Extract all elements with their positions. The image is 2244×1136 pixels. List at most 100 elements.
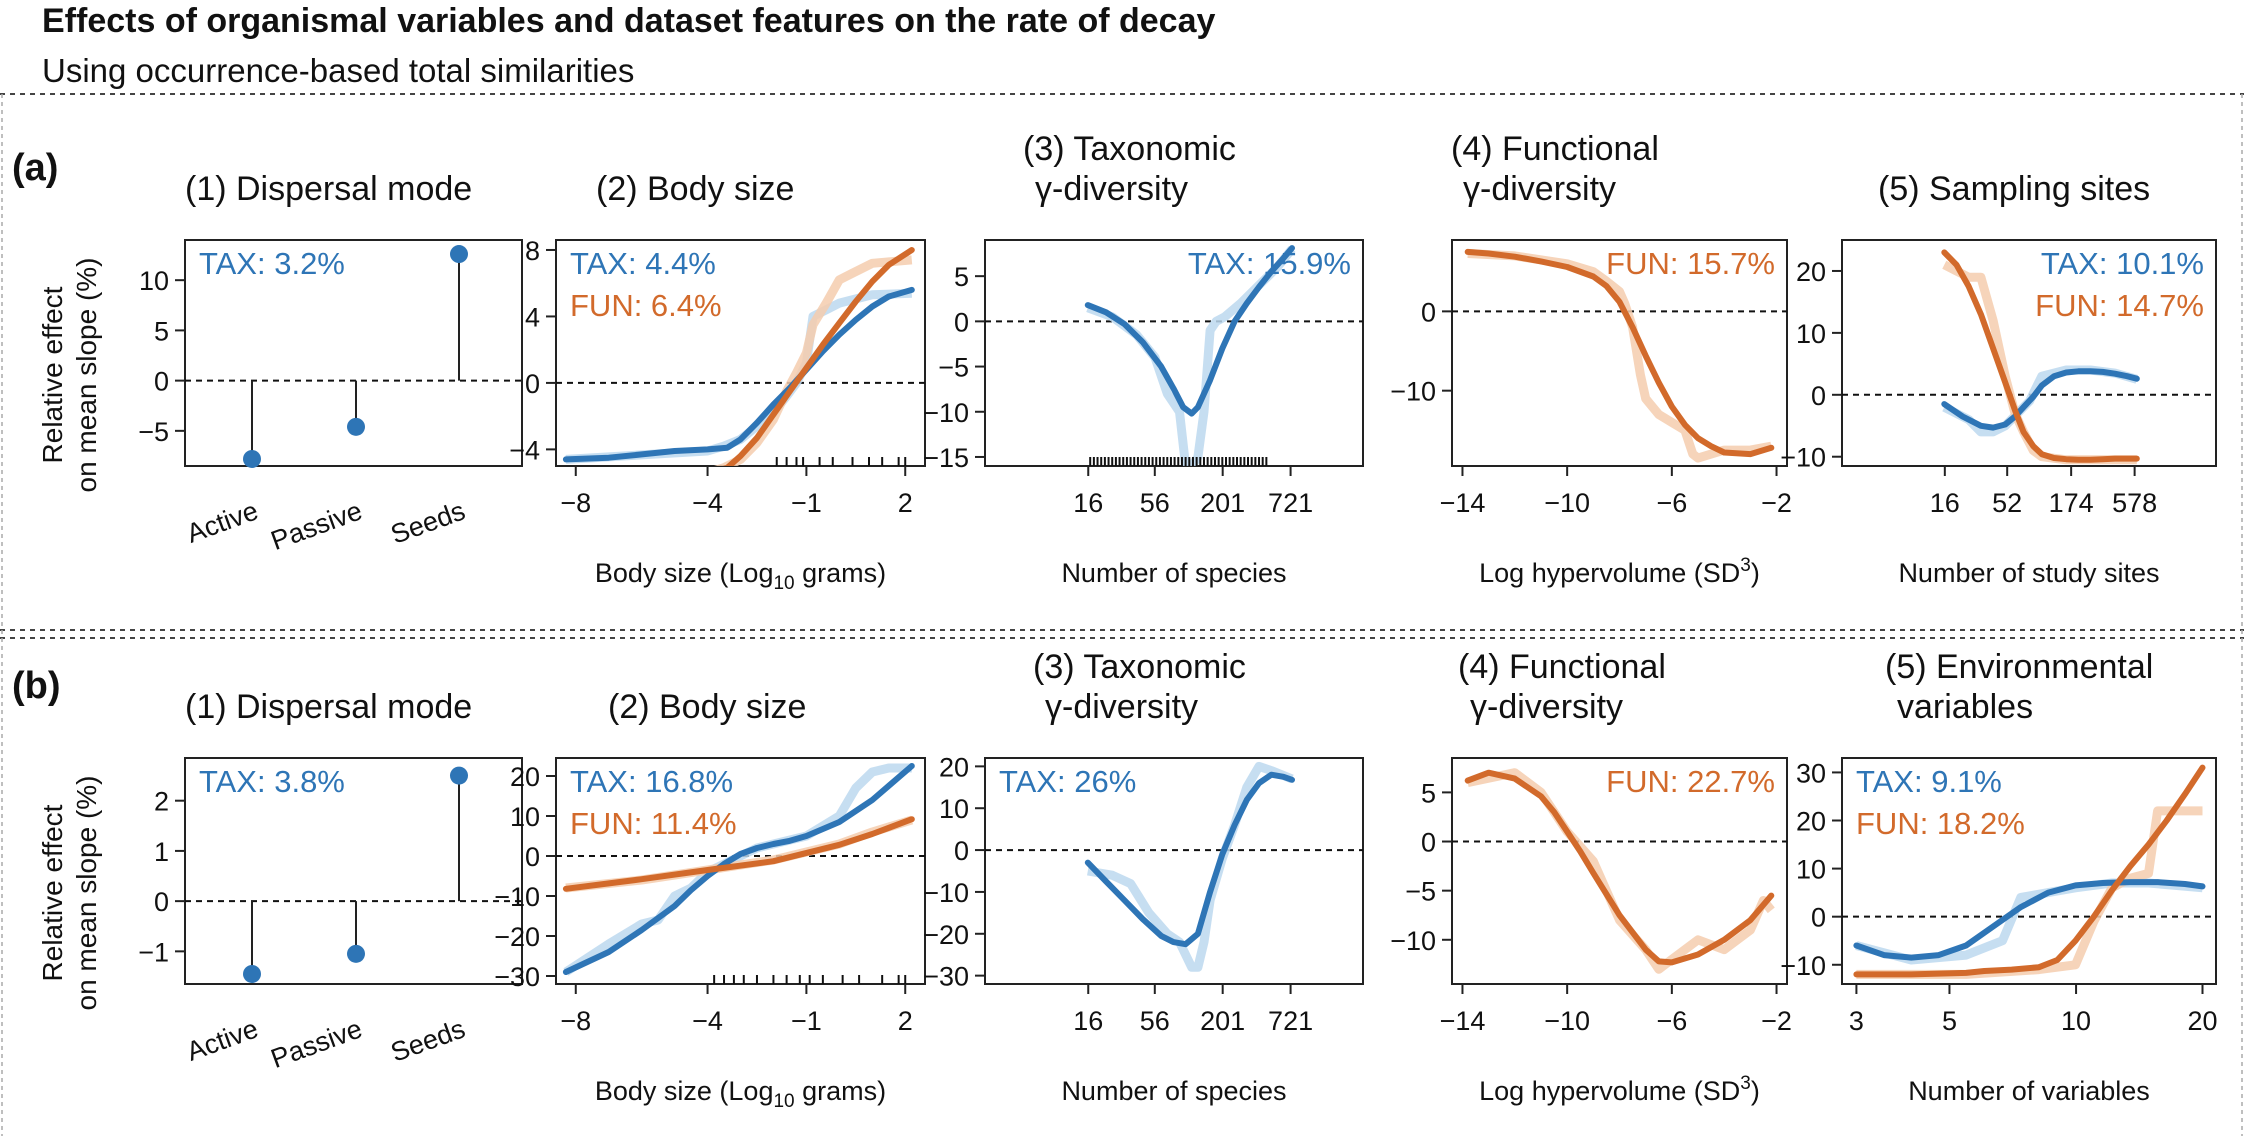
x-tick-label: 3 <box>1849 1006 1864 1036</box>
x-axis-label-tail: grams) <box>795 1076 887 1106</box>
chart-panel-a5: (5) Sampling sites −10 0 10 20 16 52 174 578 Numb… <box>1780 170 2217 588</box>
x-tick-label: 201 <box>1200 488 1245 518</box>
lollipop-point <box>347 417 365 436</box>
series-line <box>1084 245 1295 417</box>
x-axis-label-superscript: 3 <box>1740 1073 1751 1094</box>
x-tick-label: Active <box>183 495 262 548</box>
row-label: (b) <box>12 665 61 707</box>
y-tick-label: −10 <box>1780 443 1826 473</box>
x-tick-label: 721 <box>1268 1006 1313 1036</box>
panel-title: (1) Dispersal mode <box>185 688 472 726</box>
plot-area <box>1464 768 1775 974</box>
x-tick-label: Active <box>183 1013 262 1066</box>
y-tick-label: 0 <box>954 307 969 337</box>
x-axis-label-main: Number of variables <box>1908 1076 2150 1106</box>
y-tick-label: 0 <box>1811 903 1826 933</box>
y-axis-label-line2: on mean slope (%) <box>71 257 102 492</box>
x-axis-label-tail: grams) <box>795 558 887 588</box>
x-tick-label: 201 <box>1200 1006 1245 1036</box>
y-tick-label: 10 <box>1796 855 1826 885</box>
effect-annotation: FUN: 6.4% <box>570 288 722 323</box>
y-axis-label: Relative effect on mean slope (%) <box>37 775 102 1010</box>
x-tick-label: −2 <box>1761 488 1792 518</box>
y-tick-label: 0 <box>1811 381 1826 411</box>
panel-frame <box>1841 757 2217 985</box>
panel-title: γ-diversity <box>1045 688 1198 726</box>
x-tick-label-group: Active <box>183 1013 262 1066</box>
chart-panel-a2: (2) Body size −4 0 4 8 −8 −4 −1 2 Body size (Log1… <box>509 170 926 594</box>
lollipop-point <box>347 944 365 963</box>
x-tick-label: 20 <box>2187 1006 2217 1036</box>
x-axis-label: Log hypervolume (SD3) <box>1479 555 1760 588</box>
series-line <box>722 247 915 466</box>
chart-panel-a1: (1) Dispersal mode −5 0 5 10 Active Passive See… <box>138 170 523 556</box>
figure-title: Effects of organismal variables and data… <box>42 2 1216 40</box>
x-tick-label: −10 <box>1544 1006 1590 1036</box>
effect-annotation: FUN: 14.7% <box>2035 288 2204 323</box>
series-line <box>562 763 915 975</box>
x-axis-label-tail: ) <box>1751 1076 1760 1106</box>
y-tick-label: −20 <box>494 922 540 952</box>
y-tick-label: 10 <box>139 266 169 296</box>
raw-series-line <box>1087 761 1294 972</box>
panel-title: variables <box>1897 688 2033 726</box>
x-tick-label-group: Passive <box>267 495 366 556</box>
plot-area <box>1084 245 1296 466</box>
x-axis-label-main: Log hypervolume (SD <box>1479 558 1740 588</box>
plot-area <box>1853 764 2206 979</box>
x-tick-label: 10 <box>2061 1006 2091 1036</box>
panel-frame <box>1841 239 2217 467</box>
y-tick-label: −10 <box>1780 951 1826 981</box>
x-axis-label: Log hypervolume (SD3) <box>1479 1073 1760 1106</box>
chart-panel-b2: (2) Body size −30 −20 −10 0 10 20 −8 −4 −1 2 Body s… <box>494 688 926 1112</box>
plot-area <box>1941 249 2140 465</box>
row-label: (a) <box>12 147 58 189</box>
y-tick-label: 0 <box>525 842 540 872</box>
y-tick-label: −10 <box>494 882 540 912</box>
y-tick-label: 20 <box>1796 807 1826 837</box>
x-axis-label-main: Body size (Log <box>595 1076 774 1106</box>
y-tick-label: 30 <box>1796 758 1826 788</box>
x-tick-label: −2 <box>1761 1006 1792 1036</box>
series-line <box>1853 879 2206 961</box>
series-line <box>1084 771 1295 948</box>
y-axis-label-line1: Relative effect <box>37 286 68 463</box>
panel-frame <box>184 757 523 985</box>
y-tick-label: 0 <box>954 836 969 866</box>
x-tick-label: Passive <box>267 495 366 556</box>
y-tick-label: −10 <box>923 878 969 908</box>
raw-series-line <box>1467 249 1773 463</box>
y-tick-label: −30 <box>923 962 969 992</box>
x-tick-label: −6 <box>1656 1006 1687 1036</box>
y-tick-label: 10 <box>510 802 540 832</box>
y-tick-label: 10 <box>1796 319 1826 349</box>
y-tick-label: 4 <box>525 302 540 332</box>
y-tick-label: 20 <box>939 752 969 782</box>
series-line <box>1853 764 2206 978</box>
x-tick-label: Seeds <box>387 495 469 549</box>
lollipop-point <box>243 449 261 468</box>
y-tick-label: 0 <box>154 887 169 917</box>
series-line <box>1941 249 2140 463</box>
y-tick-label: −30 <box>494 962 540 992</box>
x-axis-label-main: Number of study sites <box>1898 558 2159 588</box>
panel-frame <box>1451 239 1788 467</box>
panel-title: γ-diversity <box>1463 170 1616 208</box>
y-tick-label: −15 <box>923 443 969 473</box>
y-tick-label: 5 <box>154 316 169 346</box>
series-line <box>1464 248 1775 458</box>
y-tick-label: −5 <box>938 353 969 383</box>
panel-title: (4) Functional <box>1451 130 1659 168</box>
y-tick-label: 0 <box>1421 828 1436 858</box>
panel-title: (2) Body size <box>596 170 794 208</box>
panel-frame <box>1451 757 1788 985</box>
lollipop-point <box>450 245 468 264</box>
x-tick-label: 16 <box>1073 488 1103 518</box>
panel-title: (4) Functional <box>1458 648 1666 686</box>
